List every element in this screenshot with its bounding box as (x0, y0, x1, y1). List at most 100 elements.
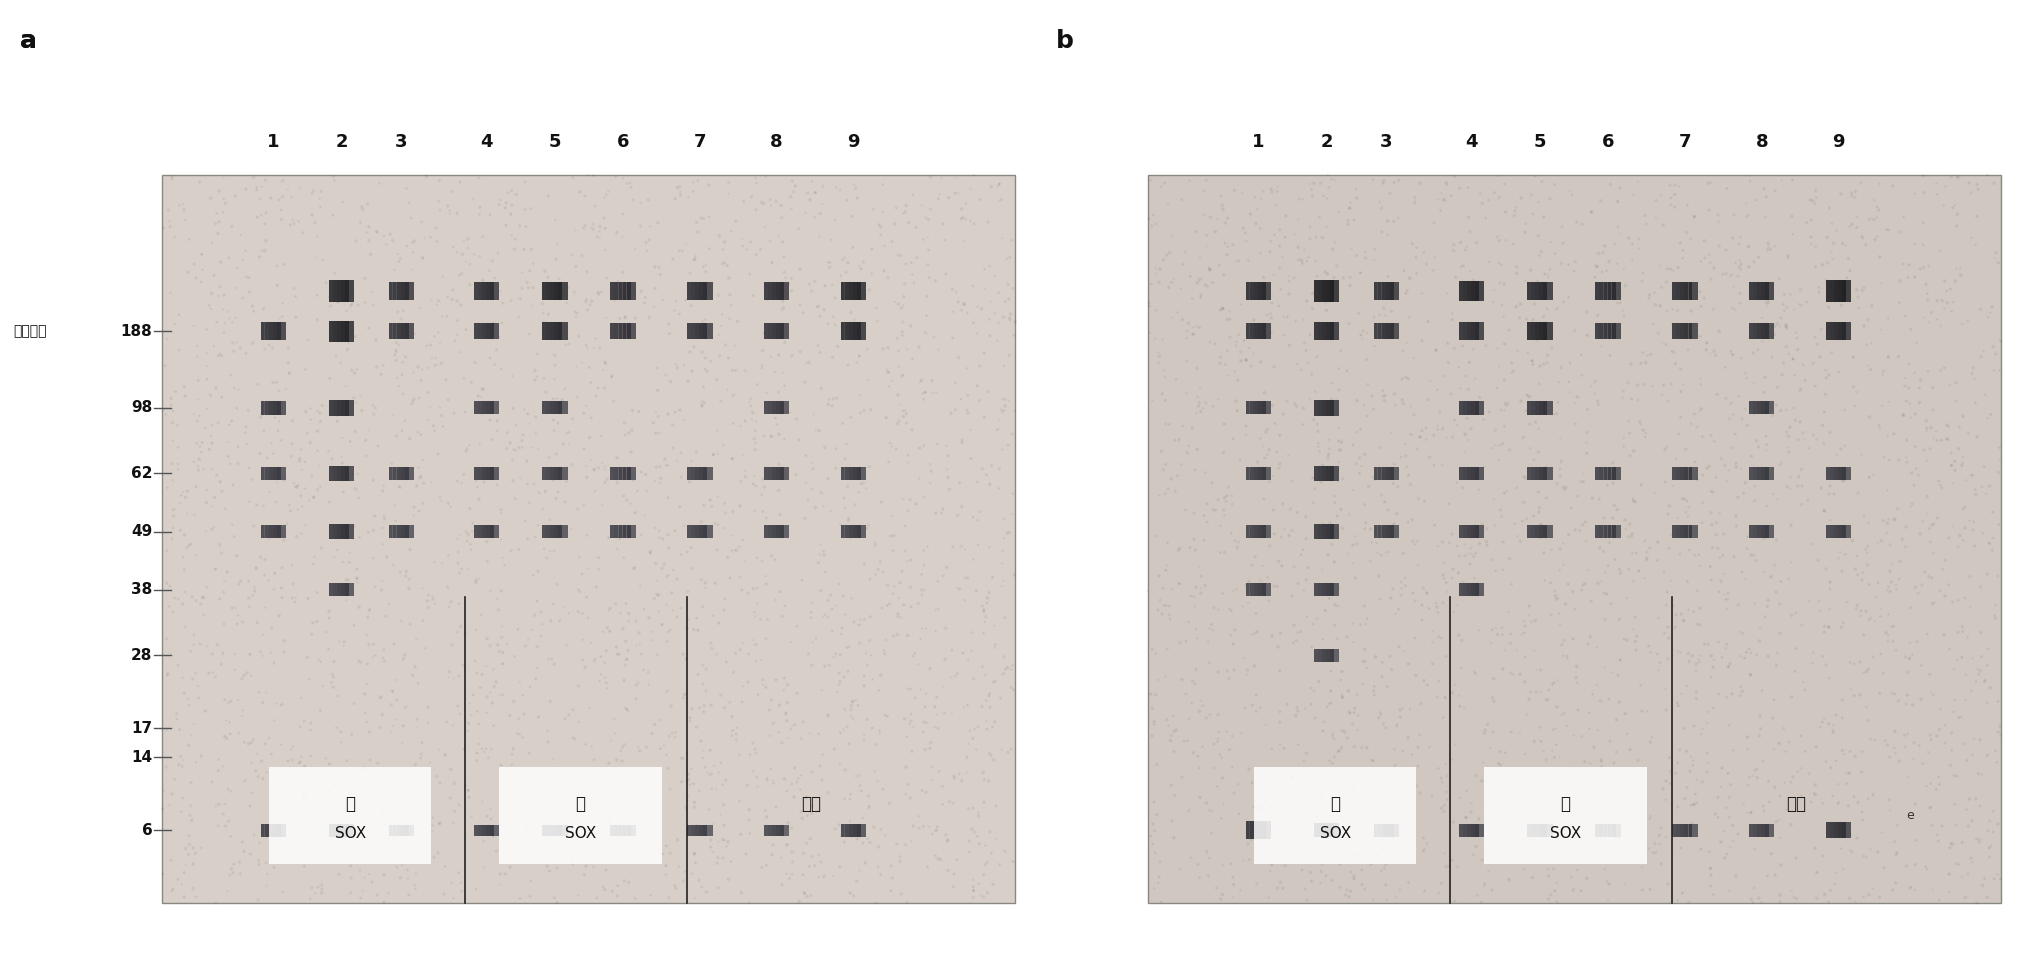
Point (587, 845, 619, 860)
Point (1805, 481, 1837, 496)
Point (1188, 578, 1220, 593)
Point (1703, 779, 1736, 794)
Point (901, 809, 934, 824)
Point (1253, 798, 1285, 814)
Point (434, 876, 467, 891)
Point (987, 667, 1019, 683)
Point (891, 729, 924, 745)
Point (1807, 436, 1839, 452)
Point (1206, 887, 1238, 902)
Bar (1462, 525, 1466, 538)
Point (1143, 275, 1175, 290)
Point (747, 480, 780, 495)
Point (911, 212, 944, 227)
Point (359, 400, 392, 416)
Point (684, 210, 717, 225)
Point (1242, 573, 1275, 588)
Point (353, 247, 386, 262)
Bar (1756, 283, 1760, 300)
Point (824, 518, 857, 533)
Point (1898, 439, 1931, 454)
Point (1326, 689, 1358, 705)
Point (607, 873, 639, 888)
Point (392, 571, 424, 586)
Point (909, 288, 942, 304)
Point (1520, 662, 1553, 678)
Point (1234, 358, 1267, 374)
Point (512, 531, 544, 547)
Point (1391, 875, 1423, 890)
Point (242, 210, 274, 225)
Point (357, 397, 390, 413)
Point (516, 782, 548, 797)
Point (1626, 859, 1659, 875)
Point (646, 560, 678, 576)
Point (530, 405, 562, 420)
Point (648, 452, 680, 467)
Text: 6: 6 (142, 822, 152, 838)
Point (713, 175, 745, 190)
Point (359, 332, 392, 348)
Point (806, 683, 838, 698)
Point (201, 349, 233, 364)
Point (183, 462, 215, 478)
Point (1857, 732, 1890, 748)
Bar (1608, 525, 1610, 538)
Point (1192, 868, 1224, 884)
Point (650, 634, 682, 650)
Bar (857, 525, 861, 538)
Point (1784, 382, 1817, 397)
Point (875, 528, 907, 544)
Point (302, 405, 335, 420)
Point (1527, 744, 1559, 759)
Point (1652, 764, 1685, 780)
Point (1301, 530, 1334, 546)
Point (1433, 535, 1466, 551)
Point (1299, 809, 1332, 824)
Point (810, 707, 842, 722)
Point (1953, 569, 1985, 585)
Point (938, 402, 970, 418)
Point (1811, 894, 1843, 910)
Point (1961, 182, 1993, 197)
Point (1376, 214, 1409, 229)
Point (1279, 399, 1311, 415)
Bar (1376, 323, 1380, 339)
Point (1253, 474, 1285, 489)
Bar (611, 824, 635, 836)
Bar (1466, 322, 1470, 341)
Point (1583, 285, 1616, 300)
Point (556, 856, 589, 872)
Point (304, 199, 337, 215)
Point (775, 283, 808, 298)
Point (217, 344, 250, 359)
Point (603, 311, 635, 326)
Point (1825, 297, 1857, 313)
Point (367, 651, 400, 666)
Point (191, 358, 223, 374)
Point (1663, 361, 1695, 377)
Point (1543, 606, 1575, 621)
Point (327, 296, 359, 312)
Point (1766, 303, 1799, 318)
Point (765, 877, 798, 892)
Point (177, 840, 209, 855)
Point (181, 270, 213, 285)
Point (1587, 659, 1620, 675)
Point (639, 404, 672, 419)
Point (952, 652, 985, 667)
Point (1332, 316, 1364, 331)
Point (1939, 462, 1971, 478)
Point (1263, 460, 1295, 476)
Point (881, 609, 914, 624)
Point (761, 724, 794, 740)
Point (408, 230, 441, 246)
Point (1510, 707, 1543, 722)
Point (664, 187, 696, 203)
Point (406, 735, 438, 751)
Point (721, 543, 753, 558)
Point (1849, 545, 1882, 560)
Point (1833, 218, 1866, 234)
Point (1255, 306, 1287, 321)
Bar (1543, 823, 1547, 837)
